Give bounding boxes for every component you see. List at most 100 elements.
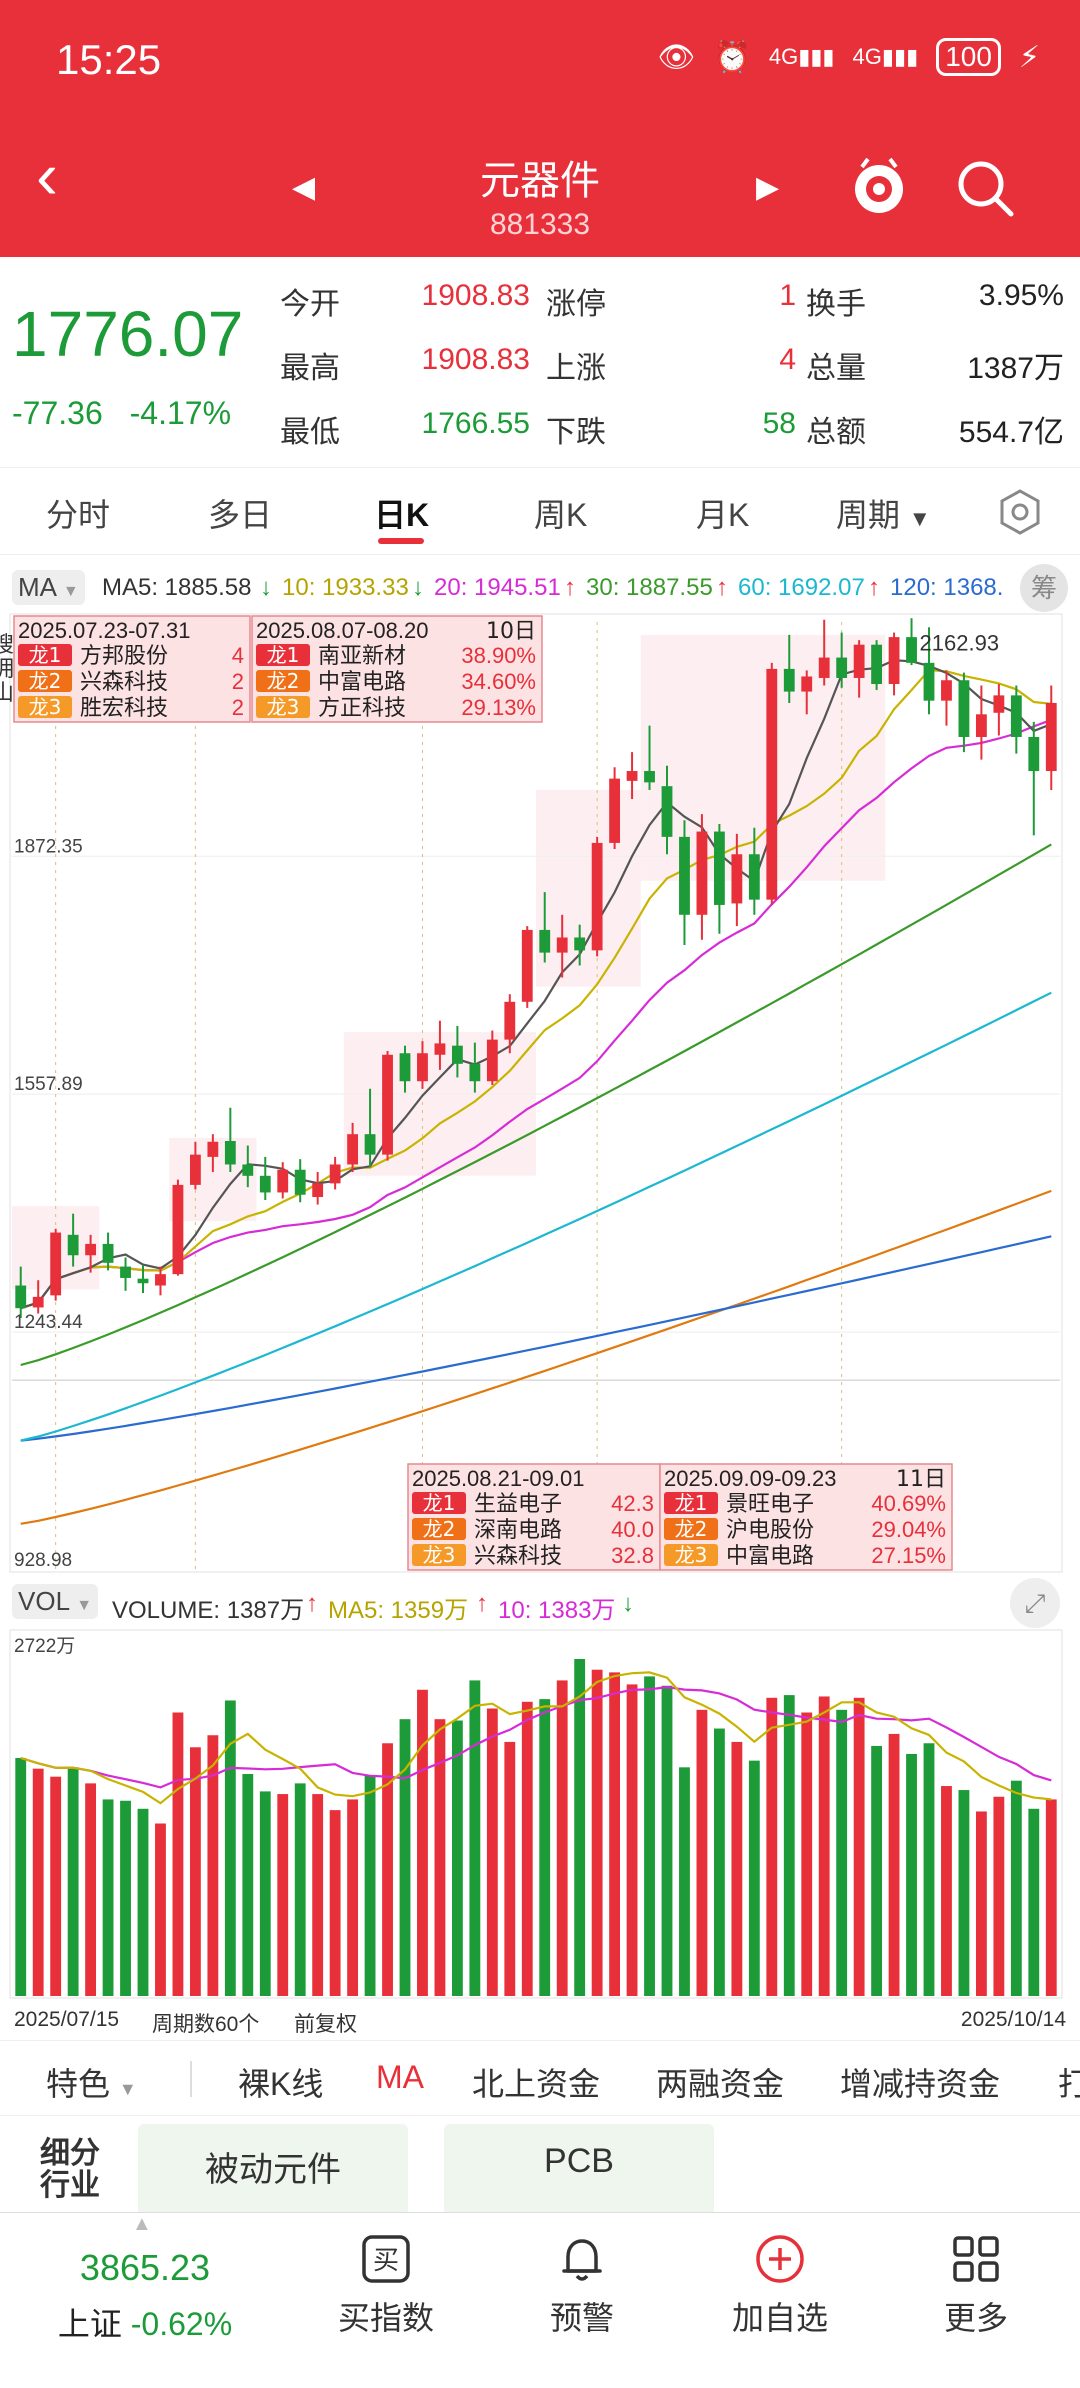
tab-intraday[interactable]: 分时 [46,497,111,533]
tab-feature[interactable]: 特色 ▼ [46,2059,137,2105]
tab-weekly-k[interactable]: 周K [534,497,588,533]
nav-add-watchlist[interactable]: 加自选 [700,2233,860,2339]
active-tab-indicator [378,538,424,544]
box-period: 2025.08.21-09.01 [412,1466,585,1491]
settings-hexagon-icon[interactable] [996,488,1044,536]
tick-928: 928.98 [14,1550,72,1571]
down-label: 下跌 [546,416,606,449]
tab-monthly-k[interactable]: 月K [696,497,750,533]
clipped-label: 山 [0,681,14,706]
tab-daily-k[interactable]: 日K [374,497,430,533]
date-end: 2025/10/14 [960,2008,1066,2031]
candle [50,1232,62,1296]
volume-bar [399,1719,411,1996]
volume-frame [9,1629,1063,1999]
tab-feature-label: 特色 [46,2066,111,2102]
tab-margin[interactable]: 两融资金 [656,2066,785,2102]
rank-badge [256,696,310,718]
bottom-nav: ▲ 3865.23 上证 -0.62% 买 买指数 预警 加自选 [0,2212,1080,2388]
clipped-label: 拥 [0,657,14,682]
next-stock-button[interactable]: ▶ [756,171,780,204]
nav-more[interactable]: 更多 [896,2233,1056,2339]
collapse-icon[interactable]: ▲ [132,2213,152,2235]
industry-card-pcb[interactable]: PCB [444,2124,714,2216]
status-time: 15:25 [56,36,162,83]
arrow-up-icon: ↑ [306,1590,318,1617]
candle [242,1164,254,1176]
tab-period[interactable]: 周期 ▼ [836,490,931,536]
prev-stock-button[interactable]: ◀ [292,171,316,204]
ma120-line [20,1235,1052,1442]
volume-bar [766,1697,778,1996]
fullscreen-icon[interactable]: ⤢ [1010,1578,1060,1628]
rank-badge [664,1544,718,1566]
candle [347,1134,359,1165]
rank-badge [664,1518,718,1540]
tab-holdings-change[interactable]: 增减持资金 [840,2066,1001,2102]
open-value: 1908.83 [421,279,530,312]
alarm-icon: ⏰ [713,40,751,74]
candle [888,637,900,685]
period-count: 周期数60个 [152,2013,260,2036]
volume-bar [504,1741,516,1996]
stock-name: 兴森科技 [474,1544,562,1569]
chip-distribution-button[interactable]: 筹 [1020,564,1068,612]
box-period: 2025.09.09-09.23 [664,1466,837,1491]
candle [783,668,795,692]
candle [189,1154,201,1185]
candle [679,836,690,915]
ma-selector[interactable]: MA ▼ [12,570,85,605]
mascot-icon[interactable] [850,155,908,219]
volume-chart[interactable]: 2722万 [0,1628,1080,2000]
candle [993,695,1005,713]
back-button[interactable]: ‹ [36,138,58,212]
candle [364,1134,376,1155]
date-start: 2025/07/15 [14,2008,120,2031]
stock-pct: 29.13% [461,695,536,720]
volume-bar [975,1811,987,1996]
stock-pct: 40.0 [611,1517,654,1542]
stock-pct: 32.8 [611,1543,654,1568]
volume-bar [312,1794,324,1996]
ma5-value: MA5: 1885.58 [102,574,252,601]
volume-bar [941,1786,952,1996]
vol-selector[interactable]: VOL ▼ [12,1584,99,1619]
volume-bar [696,1709,708,1996]
arrow-up-icon: ↑ [564,574,576,601]
ma30-value: 30: 1887.55 [586,574,713,601]
candle [818,657,830,678]
candle [451,1045,463,1064]
nav-more-label: 更多 [943,2300,1008,2336]
volume-bar [679,1767,690,1996]
industry-card-passive[interactable]: 被动元件 [138,2124,408,2216]
index-value[interactable]: 3865.23 [79,2247,211,2288]
up-value: 4 [779,343,796,376]
search-icon[interactable] [955,158,1015,218]
candle [801,676,813,692]
rank-badge [256,644,310,666]
tab-northbound[interactable]: 北上资金 [472,2066,601,2102]
volume-max-label: 2722万 [14,1636,75,1657]
tab-bare-k[interactable]: 裸K线 [238,2066,324,2102]
stock-code: 881333 [489,208,591,241]
nav-buy-label: 买指数 [337,2300,434,2336]
high-label: 2162.93 [920,630,1000,655]
stock-name: 兴森科技 [80,670,168,695]
stock-pct: 42.3 [611,1491,654,1516]
period-highlight [536,789,641,987]
buy-icon: 买 [362,2235,410,2283]
nav-alert[interactable]: 预警 [502,2233,662,2339]
tab-ma[interactable]: MA [376,2059,424,2095]
volume-bar [958,1790,970,1996]
index-info[interactable]: 上证 -0.62% [40,2299,250,2345]
tab-more-clipped[interactable]: 打 [1058,2066,1080,2102]
tab-multiday[interactable]: 多日 [208,497,273,533]
volume-bar [836,1709,848,1996]
volume-bar [364,1775,376,1996]
nav-buy-index[interactable]: 买 买指数 [306,2233,466,2339]
vol-selector-label: VOL [18,1586,70,1616]
rank-badge [664,1492,718,1514]
candlestick-chart[interactable]: 1872.351557.891243.44928.982187.272162.9… [0,612,1080,1574]
status-icons: 👁 ⏰ 4G▮▮▮ 4G▮▮▮ 100 ⚡ [657,38,1040,76]
high-label: 最高 [280,352,340,385]
